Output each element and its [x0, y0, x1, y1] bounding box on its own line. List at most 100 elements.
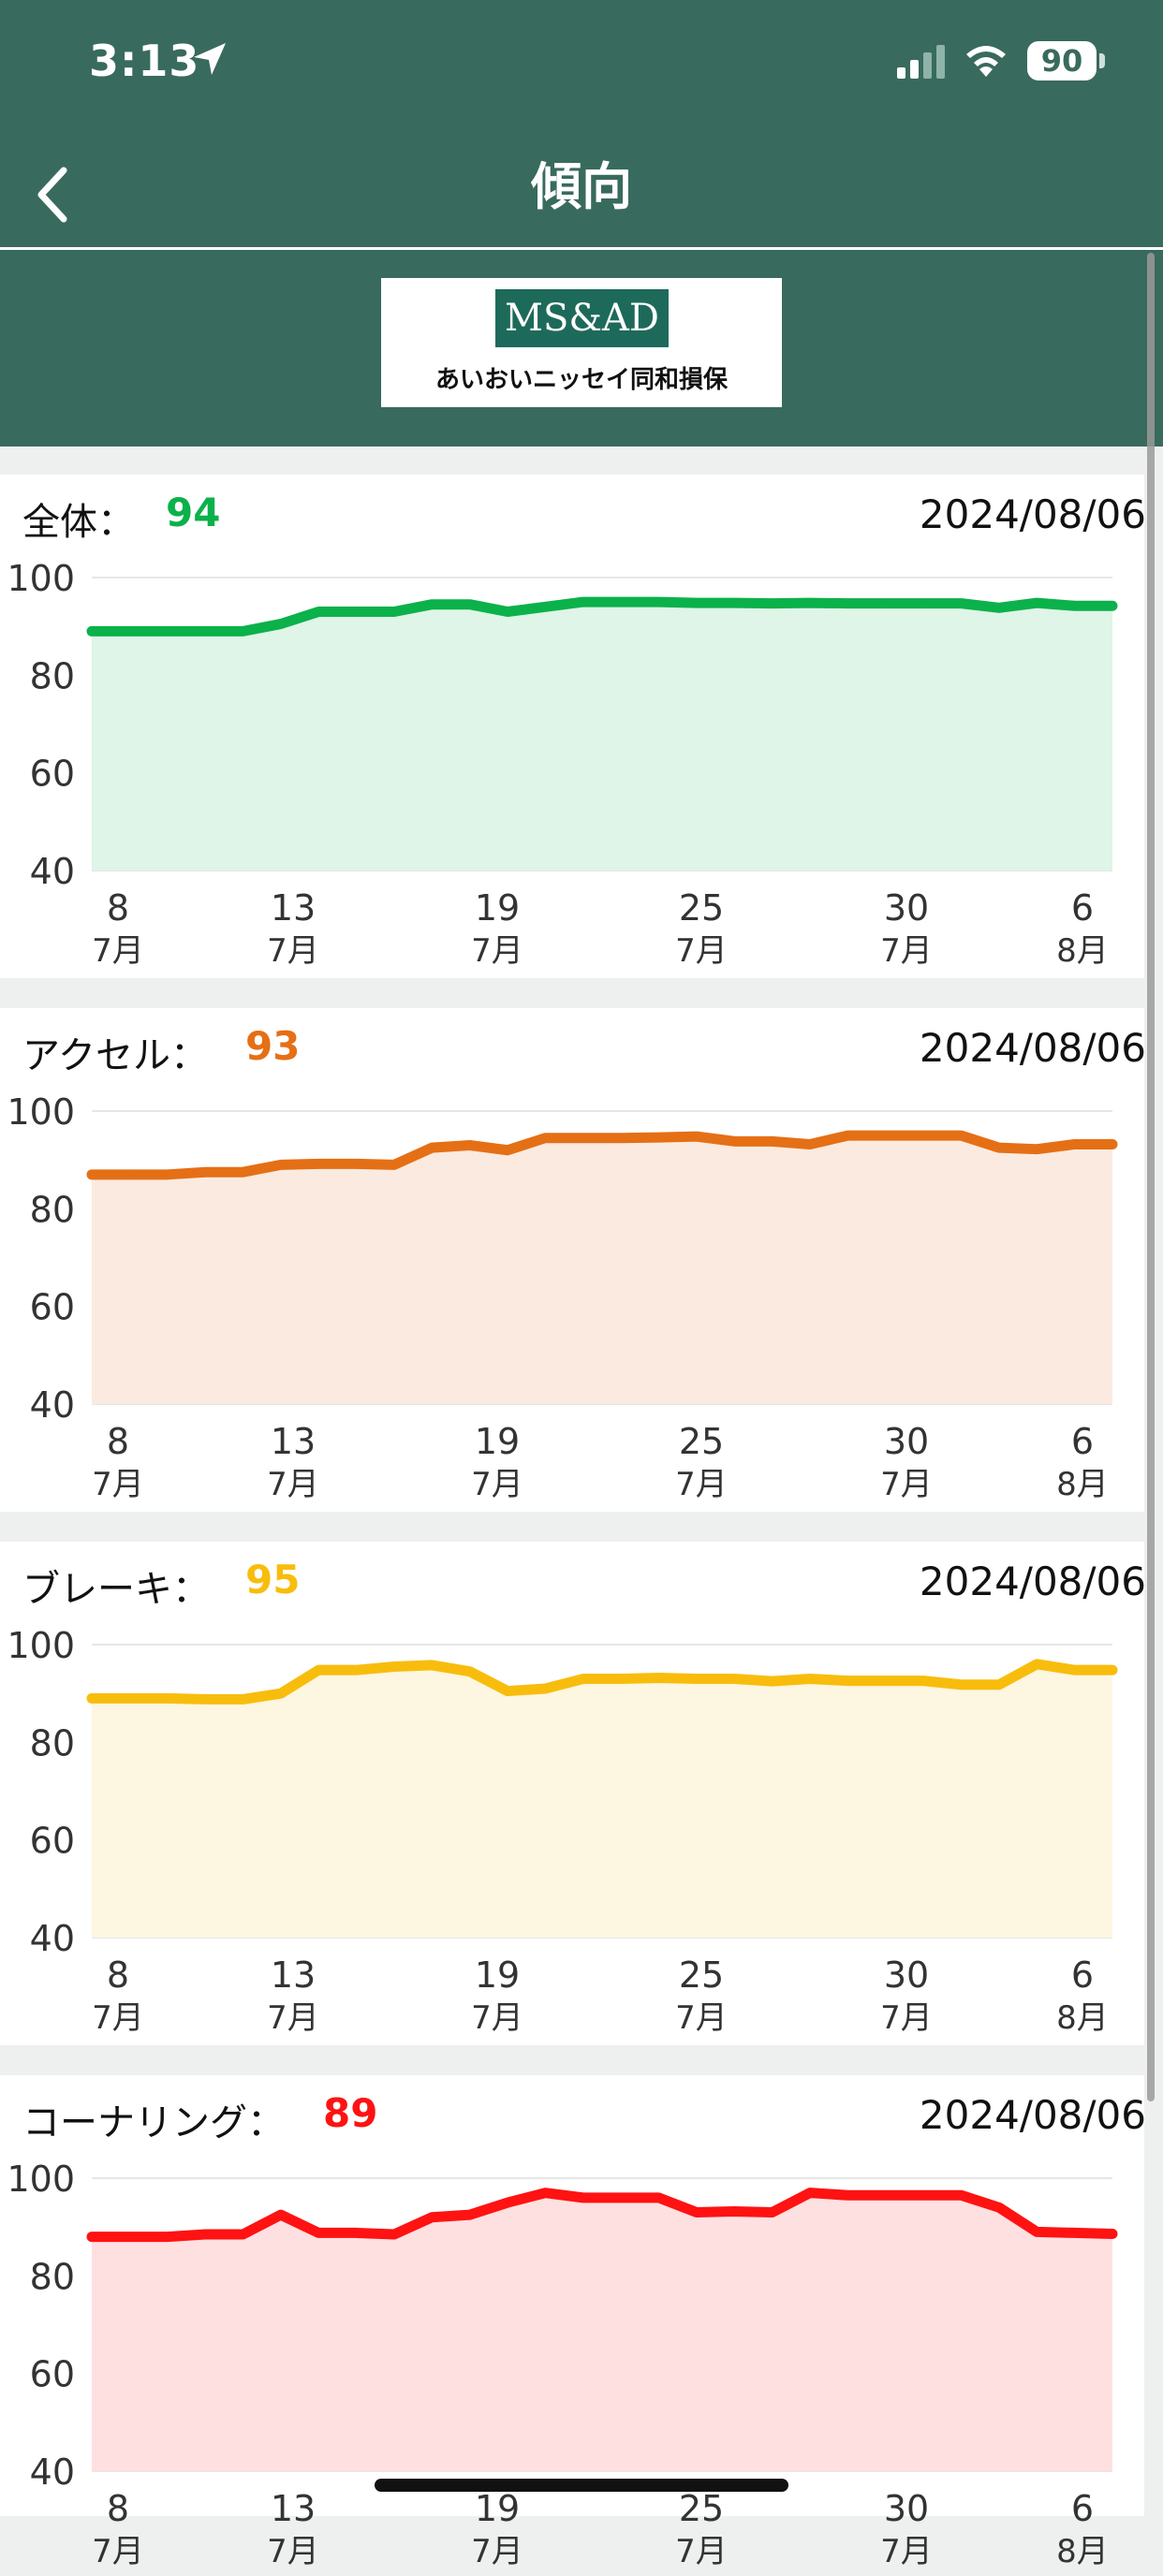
y-tick-label: 80	[30, 655, 75, 696]
y-tick-label: 100	[7, 2159, 75, 2200]
card-date: 2024/08/06	[919, 491, 1146, 537]
x-tick-day: 30	[884, 2488, 929, 2529]
battery-level: 90	[1027, 41, 1097, 80]
y-tick-label: 100	[7, 558, 75, 599]
x-tick-month: 7月	[471, 1466, 523, 1503]
x-tick-month: 8月	[1056, 2533, 1109, 2570]
data-point	[1074, 1669, 1076, 1671]
data-point	[696, 2212, 698, 2214]
scrollbar[interactable]	[1147, 253, 1155, 2101]
x-tick-day: 8	[107, 2488, 129, 2529]
x-tick-month: 7月	[471, 932, 523, 970]
data-point	[998, 607, 1000, 608]
data-point	[167, 1174, 169, 1176]
data-point	[544, 1137, 546, 1139]
data-point	[128, 1697, 130, 1699]
y-tick-label: 60	[30, 2354, 75, 2395]
back-chevron-icon[interactable]	[26, 157, 82, 232]
x-tick-month: 7月	[267, 1999, 319, 2037]
data-point	[733, 2210, 735, 2212]
x-tick-day: 8	[107, 1421, 129, 1462]
data-point	[733, 1678, 735, 1680]
x-tick-month: 7月	[675, 1466, 728, 1503]
data-point	[1036, 602, 1038, 604]
y-tick-label: 100	[7, 1091, 75, 1133]
series-line	[86, 1130, 1118, 1180]
data-point	[204, 1171, 206, 1173]
data-point	[809, 602, 811, 604]
x-tick-day: 6	[1071, 1421, 1094, 1462]
card-date: 2024/08/06	[919, 1025, 1146, 1071]
data-point	[961, 1134, 963, 1136]
y-tick-label: 40	[30, 1918, 75, 1959]
x-tick-month: 7月	[267, 1466, 319, 1503]
x-tick-day: 8	[107, 1954, 129, 1996]
data-point	[469, 1145, 471, 1147]
data-point	[658, 1136, 660, 1138]
data-point	[393, 2233, 395, 2235]
navigation-bar: 傾向	[0, 140, 1163, 250]
battery-cap	[1099, 53, 1105, 68]
y-tick-label: 40	[30, 851, 75, 892]
data-point	[356, 611, 358, 613]
x-tick-day: 25	[679, 2488, 724, 2529]
data-point	[658, 1676, 660, 1678]
home-indicator[interactable]	[375, 2479, 788, 2492]
data-point	[696, 1678, 698, 1680]
status-time: 3:13	[89, 36, 200, 86]
x-tick-day: 19	[475, 1421, 520, 1462]
data-point	[733, 602, 735, 604]
data-point	[1111, 1669, 1113, 1671]
data-point	[772, 1680, 773, 1682]
x-tick-day: 30	[884, 887, 929, 929]
data-point	[998, 1684, 1000, 1686]
x-tick-day: 19	[475, 1954, 520, 1996]
data-point	[1074, 1143, 1076, 1145]
data-point	[356, 2232, 358, 2233]
data-point	[582, 601, 584, 603]
data-point	[885, 1134, 887, 1136]
y-tick-label: 40	[30, 2452, 75, 2493]
data-point	[204, 2233, 206, 2235]
data-point	[1111, 605, 1113, 607]
trend-card-overall: 全体： 94 2024/08/06 100 80 60 40 8 7月 13 7月 19 7月 25…	[0, 475, 1146, 978]
trend-card-accel: アクセル： 93 2024/08/06 100 80 60 40 8 7月 13 7月 19 7月…	[0, 1008, 1146, 1512]
x-tick-month: 7月	[675, 2533, 728, 2570]
data-point	[91, 1174, 93, 1176]
data-point	[961, 1684, 963, 1686]
data-point	[544, 2192, 546, 2194]
data-point	[582, 2197, 584, 2199]
data-point	[167, 2236, 169, 2238]
data-point	[885, 2194, 887, 2196]
brand-banner: MS&AD あいおいニッセイ同和損保	[0, 250, 1163, 446]
data-point	[469, 604, 471, 606]
data-point	[128, 1174, 130, 1176]
x-tick-day: 19	[475, 2488, 520, 2529]
data-point	[696, 602, 698, 604]
x-tick-day: 19	[475, 887, 520, 929]
data-point	[922, 603, 924, 605]
cellular-signal-icon	[897, 45, 945, 79]
data-point	[431, 604, 433, 606]
data-point	[128, 2236, 130, 2238]
data-point	[809, 1678, 811, 1680]
data-point	[356, 1669, 358, 1671]
data-point	[658, 2197, 660, 2199]
data-point	[317, 1669, 319, 1671]
data-point	[809, 1143, 811, 1145]
data-point	[582, 1678, 584, 1680]
data-point	[393, 1665, 395, 1667]
card-score: 93	[245, 1023, 301, 1069]
data-point	[469, 2214, 471, 2216]
y-tick-label: 60	[30, 754, 75, 795]
data-point	[772, 603, 773, 605]
card-score: 89	[323, 2090, 378, 2136]
card-score: 94	[166, 490, 221, 535]
data-point	[544, 1688, 546, 1690]
data-point	[1036, 1663, 1038, 1665]
data-point	[1074, 2232, 1076, 2233]
data-point	[204, 1698, 206, 1700]
x-tick-day: 30	[884, 1954, 929, 1996]
card-label: アクセル：	[22, 1034, 208, 1077]
x-tick-month: 7月	[880, 1999, 933, 2037]
